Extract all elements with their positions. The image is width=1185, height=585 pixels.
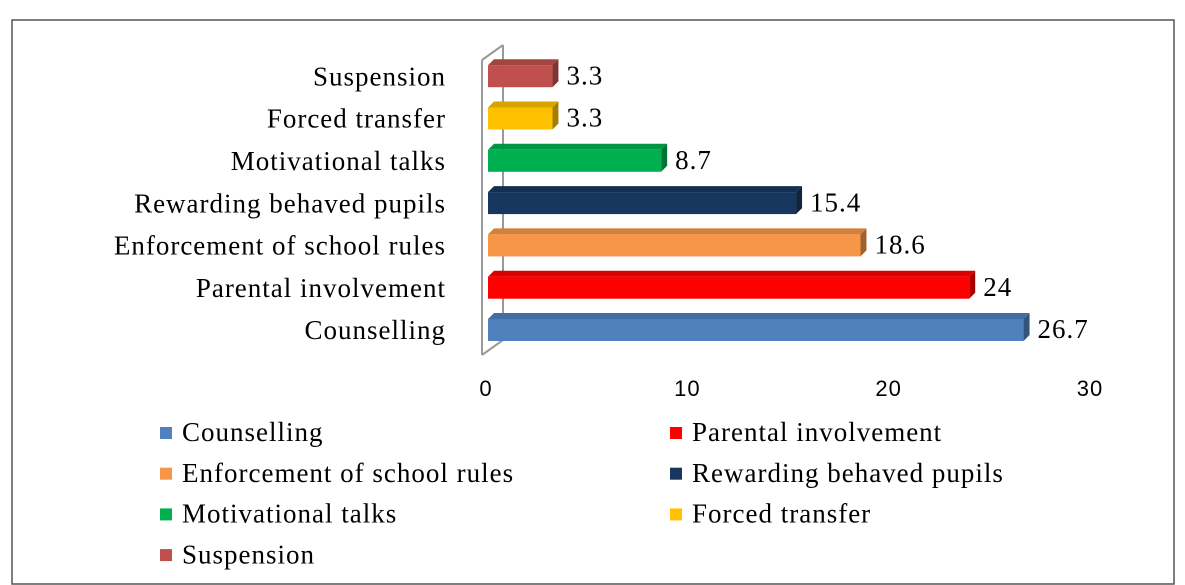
x-tick-label: 20 bbox=[875, 376, 901, 401]
legend-swatch bbox=[670, 467, 682, 480]
y-tick-label: Rewarding behaved pupils bbox=[134, 188, 446, 218]
value-label: 3.3 bbox=[566, 60, 603, 90]
legend-label: Forced transfer bbox=[692, 499, 871, 529]
bar-side bbox=[1023, 313, 1030, 341]
legend-label: Suspension bbox=[182, 539, 315, 569]
y-tick-label: Counselling bbox=[304, 315, 446, 345]
bar-top bbox=[488, 143, 668, 150]
bar-front bbox=[488, 65, 553, 88]
y-tick-label: Parental involvement bbox=[196, 273, 446, 303]
legend-label: Counselling bbox=[182, 417, 324, 447]
bar-side bbox=[860, 228, 867, 257]
bar-side bbox=[969, 270, 976, 299]
x-tick-label: 0 bbox=[479, 376, 492, 401]
value-label: 3.3 bbox=[566, 103, 603, 133]
legend-swatch bbox=[160, 467, 172, 480]
bar-front bbox=[488, 107, 553, 130]
bar bbox=[488, 101, 559, 130]
y-tick-label: Forced transfer bbox=[267, 104, 446, 134]
bar-front bbox=[488, 149, 662, 172]
bar-front bbox=[488, 319, 1024, 341]
value-label: 15.4 bbox=[810, 187, 861, 217]
bar-top bbox=[488, 270, 976, 277]
bar-top bbox=[488, 313, 1030, 319]
bar-front bbox=[488, 192, 797, 215]
bar-front bbox=[488, 276, 970, 299]
bar-top bbox=[488, 186, 803, 193]
legend-label: Motivational talks bbox=[182, 499, 397, 529]
bar-side bbox=[552, 59, 559, 88]
value-label: 24 bbox=[983, 272, 1012, 302]
bar-front bbox=[488, 234, 861, 257]
x-tick-label: 10 bbox=[674, 376, 700, 401]
value-label: 8.7 bbox=[675, 145, 712, 175]
legend-swatch bbox=[160, 427, 172, 439]
legend-label: Rewarding behaved pupils bbox=[692, 458, 1004, 488]
x-tick-label: 30 bbox=[1077, 376, 1103, 401]
y-tick-label: Motivational talks bbox=[231, 146, 446, 176]
bar-top bbox=[488, 59, 559, 66]
bar bbox=[488, 59, 559, 88]
bar bbox=[488, 143, 668, 172]
bar-side bbox=[661, 143, 668, 172]
bar bbox=[488, 186, 803, 215]
legend-label: Parental involvement bbox=[692, 417, 942, 447]
bar-top bbox=[488, 228, 867, 235]
legend-swatch bbox=[160, 549, 172, 562]
chart-border bbox=[11, 19, 1175, 585]
legend-swatch bbox=[670, 508, 682, 521]
legend-swatch bbox=[160, 508, 172, 521]
value-label: 18.6 bbox=[874, 230, 925, 260]
bar-side bbox=[552, 101, 559, 130]
legend-label: Enforcement of school rules bbox=[182, 458, 514, 488]
bar-top bbox=[488, 101, 559, 108]
legend-swatch bbox=[670, 427, 682, 439]
bar bbox=[488, 228, 867, 257]
y-tick-label: Enforcement of school rules bbox=[114, 231, 446, 261]
bar bbox=[488, 313, 1030, 341]
value-label: 26.7 bbox=[1038, 314, 1089, 344]
bar-side bbox=[796, 186, 803, 215]
bar bbox=[488, 270, 976, 299]
y-tick-label: Suspension bbox=[313, 61, 446, 91]
